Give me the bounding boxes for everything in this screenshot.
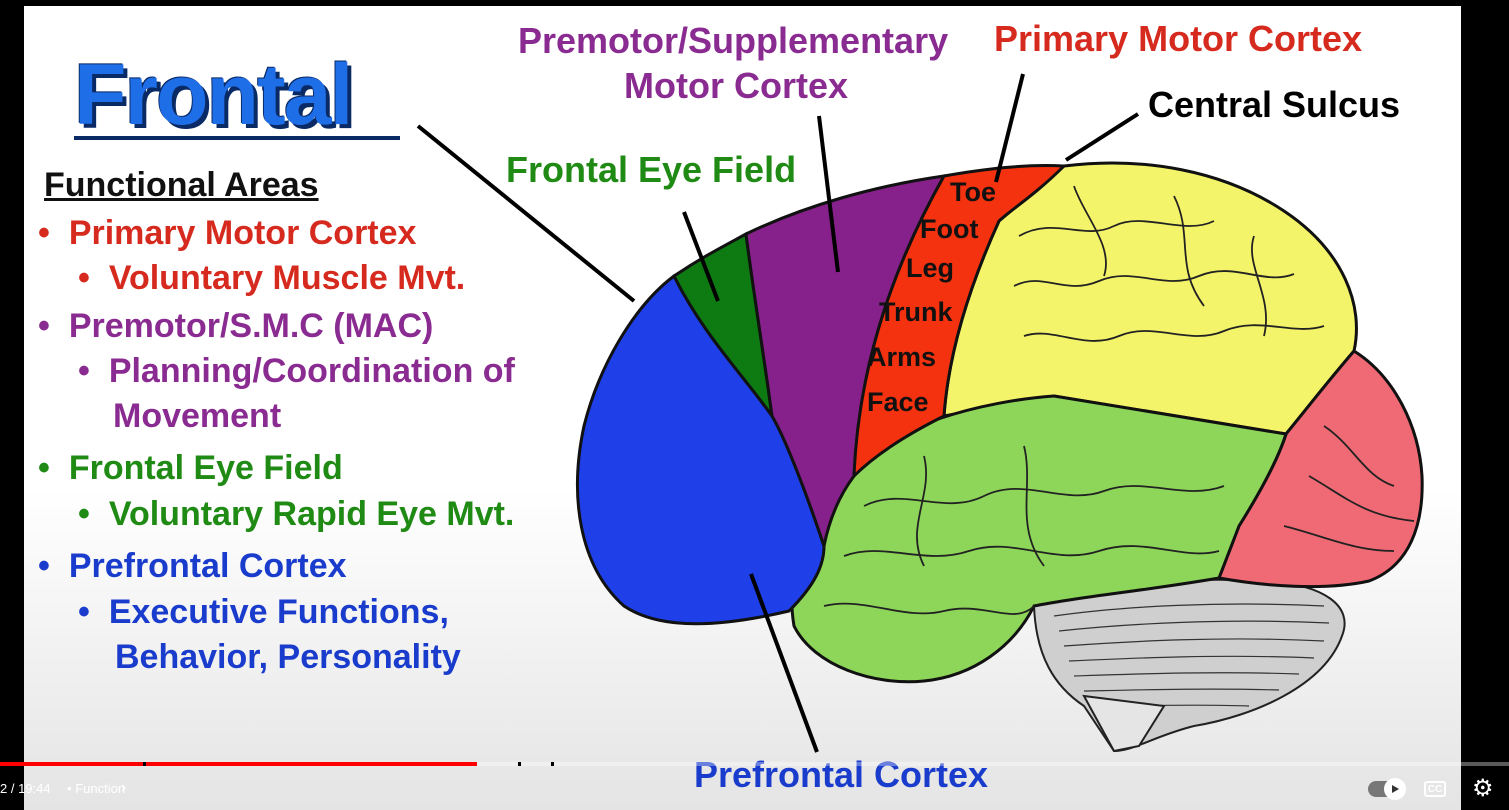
label-premotor-line1: Premotor/Supplementary xyxy=(518,20,948,62)
bullet-movement-cont: Movement xyxy=(113,394,281,438)
settings-gear-icon[interactable]: ⚙ xyxy=(1472,777,1494,801)
homunculus-trunk: Trunk xyxy=(879,297,953,328)
label-prefrontal: Prefrontal Cortex xyxy=(694,754,988,796)
bullet-behavior-cont: Behavior, Personality xyxy=(115,635,461,679)
bullet-voluntary-muscle: • Voluntary Muscle Mvt. xyxy=(78,256,465,300)
homunculus-arms: Arms xyxy=(867,342,936,373)
bullet-prefrontal: • Prefrontal Cortex xyxy=(38,544,347,588)
chapter-marker xyxy=(518,762,521,766)
functional-areas-heading: Functional Areas xyxy=(44,166,319,205)
label-central-sulcus: Central Sulcus xyxy=(1148,84,1400,126)
bullet-executive: • Executive Functions, xyxy=(78,590,449,634)
bullet-premotor-smc: • Premotor/S.M.C (MAC) xyxy=(38,304,433,348)
bullet-rapid-eye: • Voluntary Rapid Eye Mvt. xyxy=(78,492,514,536)
chapter-title[interactable]: • Function xyxy=(67,781,125,796)
title-underline xyxy=(74,136,400,140)
captions-icon[interactable]: CC xyxy=(1424,781,1446,797)
bullet-planning: • Planning/Coordination of xyxy=(78,349,515,393)
homunculus-leg: Leg xyxy=(906,253,954,284)
time-display: 2 / 19:44 xyxy=(0,781,51,796)
slide-title: Frontal xyxy=(74,46,351,145)
chevron-right-icon[interactable]: › xyxy=(121,779,126,797)
homunculus-toe: Toe xyxy=(950,177,996,208)
chapter-marker xyxy=(551,762,554,766)
video-frame[interactable]: Frontal Functional Areas • Primary Motor… xyxy=(24,6,1461,810)
homunculus-face: Face xyxy=(867,387,929,418)
label-primary-motor: Primary Motor Cortex xyxy=(994,18,1362,60)
homunculus-foot: Foot xyxy=(920,214,978,245)
progress-fill[interactable] xyxy=(0,762,477,766)
bullet-frontal-eye-field: • Frontal Eye Field xyxy=(38,446,343,490)
autoplay-toggle-icon[interactable] xyxy=(1384,778,1406,800)
label-premotor-line2: Motor Cortex xyxy=(624,65,848,107)
chapter-marker xyxy=(143,762,146,766)
bullet-primary-motor: • Primary Motor Cortex xyxy=(38,211,416,255)
label-frontal-eye-field: Frontal Eye Field xyxy=(506,149,796,191)
